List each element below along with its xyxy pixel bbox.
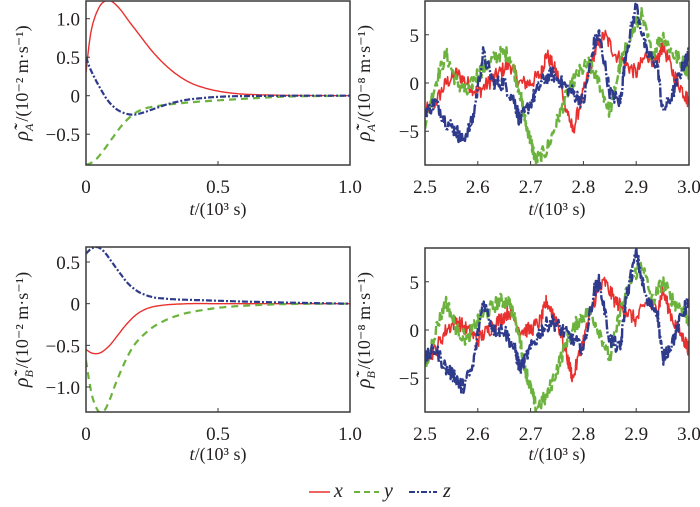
- plot-frame: [85, 0, 351, 166]
- x-tick-label: 2.5: [413, 424, 437, 445]
- y-tick-label: 0: [71, 295, 81, 316]
- x-axis-label: t/(10³ s): [190, 199, 247, 220]
- y-axis-label: ρ̃̇B/(10⁻⁸ m·s⁻¹): [353, 272, 378, 389]
- series-z: [425, 248, 689, 394]
- x-axis-label: t/(10³ s): [190, 444, 247, 465]
- panel-rhoB-steady: 2.5 2.6 2.7 2.8 2.9 3.0 5 0 −5 t/(10³ s) ρ̃̇B/(10⁻…: [353, 247, 700, 465]
- y-tick-label: 1.0: [56, 10, 80, 31]
- series-y: [425, 6, 689, 165]
- y-tick-label: 0.5: [56, 253, 80, 274]
- series-z: [86, 247, 350, 305]
- y-tick-label: 0: [410, 321, 420, 342]
- series-x: [86, 302, 350, 355]
- plot-frame: [85, 246, 351, 413]
- y-axis-label: ρ̃̇A/(10⁻² m·s⁻¹): [11, 25, 36, 141]
- y-tick-label: 5: [410, 273, 420, 294]
- y-tick-label: −5: [399, 122, 419, 143]
- x-tick-label: 2.5: [413, 177, 437, 198]
- y-tick-label: 0.5: [56, 48, 80, 69]
- y-tick-label: 0: [71, 87, 81, 108]
- x-tick-label: 2.6: [466, 177, 490, 198]
- legend-label-x: x: [333, 480, 343, 502]
- x-tick-label: 2.8: [572, 177, 596, 198]
- x-tick-label: 3.0: [677, 177, 700, 198]
- y-tick-label: 0: [410, 74, 420, 95]
- x-tick-label: 2.9: [624, 177, 648, 198]
- legend-label-z: z: [442, 480, 451, 502]
- panel-rhoA-transient: 0 0.5 1.0 1.0 0.5 0 −0.5 t/(10³ s) ρ̃̇A/(10⁻² m·…: [11, 0, 362, 220]
- y-tick-label: −5: [399, 369, 419, 390]
- series-z: [86, 56, 350, 116]
- x-tick-label: 2.9: [624, 424, 648, 445]
- legend-label-y: y: [382, 480, 393, 502]
- series-x: [86, 1, 350, 97]
- y-tick-label: −0.5: [46, 336, 80, 357]
- panel-rhoA-steady: 2.5 2.6 2.7 2.8 2.9 3.0 5 0 −5 t/(10³ s) ρ̃̇A/(10⁻…: [353, 0, 700, 220]
- series-y: [425, 261, 689, 412]
- x-tick-label: 2.7: [519, 177, 543, 198]
- x-tick-label: 0: [81, 424, 91, 445]
- y-tick-label: −0.5: [46, 125, 80, 146]
- x-tick-label: 2.8: [572, 424, 596, 445]
- series-y: [86, 302, 350, 412]
- series-y: [86, 94, 350, 165]
- x-tick-label: 3.0: [677, 424, 700, 445]
- panel-rhoB-transient: 0 0.5 1.0 0.5 0 −0.5 −1.0 t/(10³ s) ρ̃̇B/(10⁻² m…: [11, 246, 362, 465]
- x-tick-label: 1.0: [338, 177, 362, 198]
- x-tick-label: 1.0: [338, 424, 362, 445]
- legend: x y z: [309, 480, 451, 502]
- y-tick-label: 5: [410, 26, 420, 47]
- y-axis-label: ρ̃̇B/(10⁻² m·s⁻¹): [11, 272, 36, 388]
- series-z: [425, 2, 689, 144]
- x-axis-label: t/(10³ s): [529, 444, 586, 465]
- series-x: [425, 29, 689, 134]
- x-tick-label: 0: [81, 177, 91, 198]
- x-tick-label: 2.6: [466, 424, 490, 445]
- x-tick-label: 0.5: [206, 424, 230, 445]
- x-axis-label: t/(10³ s): [529, 199, 586, 220]
- x-tick-label: 2.7: [519, 424, 543, 445]
- y-tick-label: −1.0: [46, 378, 80, 399]
- y-axis-label: ρ̃̇A/(10⁻⁸ m·s⁻¹): [353, 25, 378, 142]
- x-tick-label: 0.5: [206, 177, 230, 198]
